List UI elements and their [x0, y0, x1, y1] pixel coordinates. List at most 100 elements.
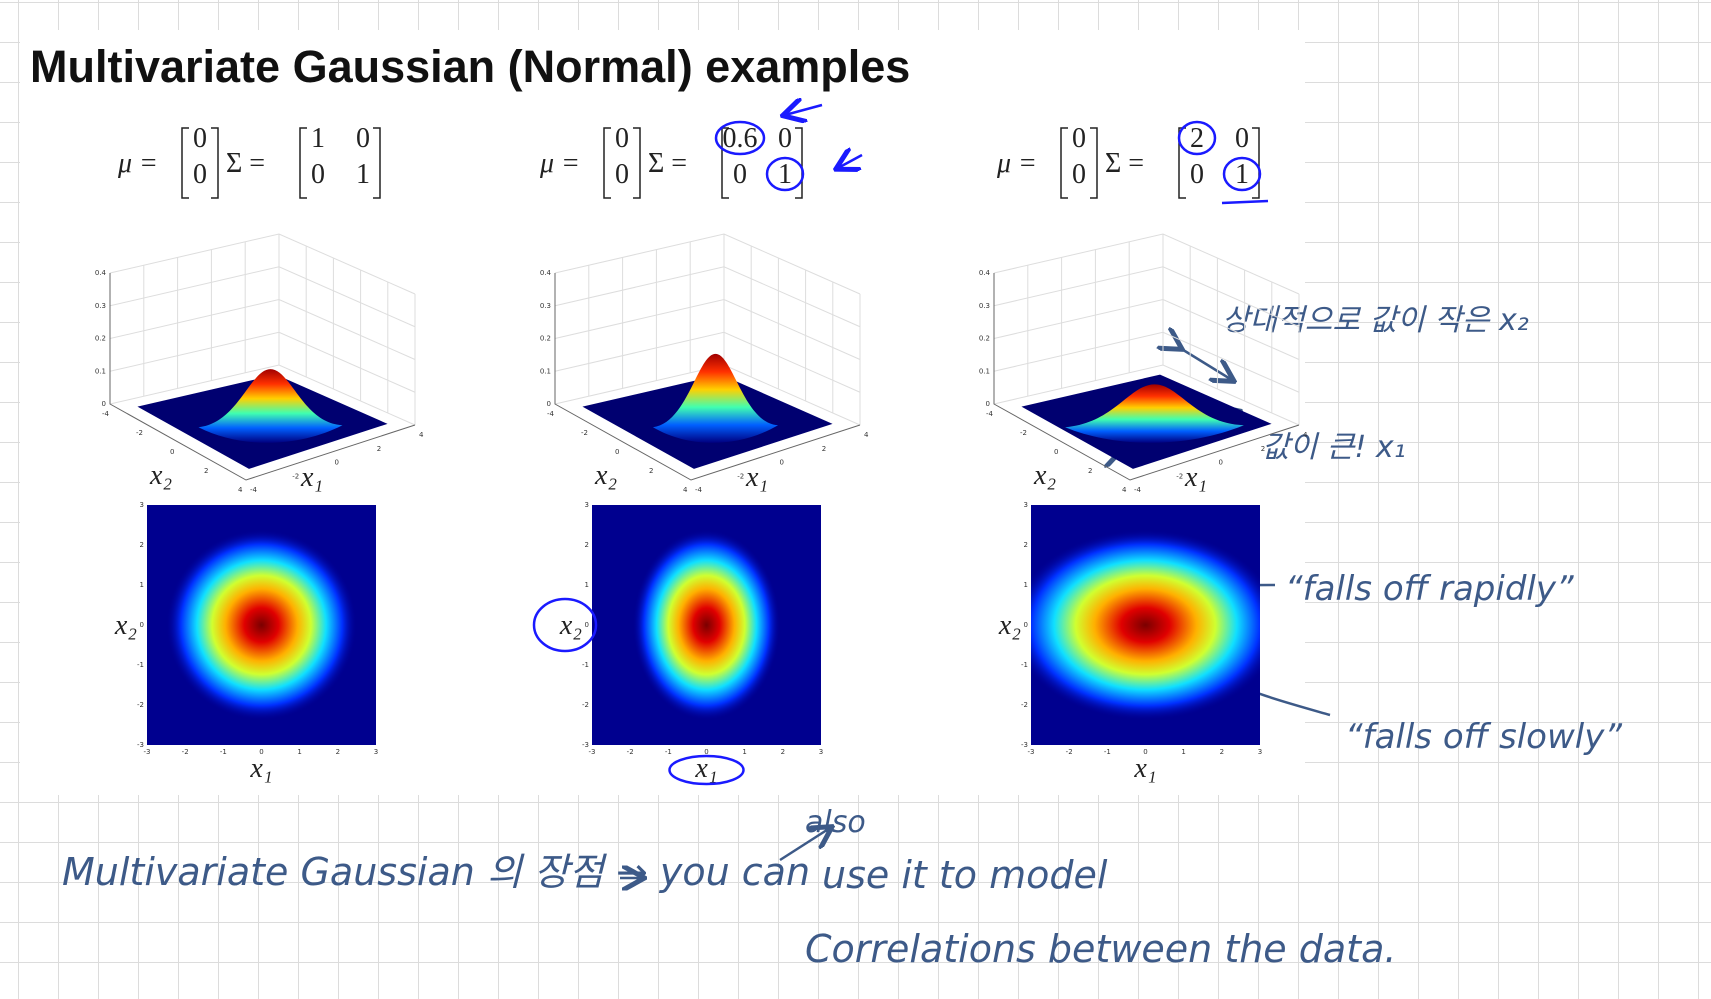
heatmap-y-tick: -2	[137, 701, 144, 709]
z-tick-label: 0.2	[95, 335, 106, 343]
heatmap-x-tick: 2	[781, 748, 785, 756]
x2-tick-label: -4	[986, 410, 994, 418]
x2-tick-label: -2	[1020, 429, 1027, 437]
surface-grid-line	[993, 331, 1300, 393]
z-tick-label: 0.1	[95, 367, 106, 375]
heatmap-x-tick: -1	[1104, 748, 1111, 756]
z-tick-label: 0.1	[540, 367, 551, 375]
x1-tick-label: -4	[695, 486, 703, 494]
heatmap-y-tick: -3	[1021, 741, 1028, 749]
heatmap-x1-label: x₁	[1133, 753, 1156, 784]
sigma-entry: 0	[311, 159, 325, 190]
x2-tick-label: 0	[615, 448, 619, 456]
heatmap-x-tick: 0	[259, 748, 263, 756]
z-tick-label: 0.2	[540, 335, 551, 343]
matrix-bracket	[1252, 127, 1260, 199]
heatmap-x-tick: 3	[819, 748, 823, 756]
surface-grid-line	[554, 266, 861, 328]
heatmap-y-tick: 0	[140, 621, 144, 629]
matrix-bracket	[299, 127, 307, 199]
x1-tick-label: 0	[1219, 459, 1223, 467]
heatmap-x-tick: 1	[297, 748, 301, 756]
heatmap-y-tick: -1	[137, 661, 144, 669]
mu-entry: 0	[615, 159, 629, 190]
heatmap-y-tick: 1	[140, 581, 144, 589]
sigma-entry: 0	[1235, 123, 1249, 154]
heatmap-y-tick: -1	[1021, 661, 1028, 669]
surface-mound	[1065, 384, 1244, 443]
sigma-entry: 0	[356, 123, 370, 154]
surface-grid-line	[993, 364, 1300, 426]
x1-tick-label: 2	[822, 445, 826, 453]
annotation: 값이 큰! x₁	[1262, 430, 1406, 465]
x2-tick-label: 2	[649, 467, 653, 475]
heatmap-y-tick: -1	[582, 661, 589, 669]
surface-x2-label: x₂	[594, 460, 617, 491]
matrix-bracket	[211, 127, 219, 199]
z-tick-label: 0.3	[540, 302, 551, 310]
sigma-entry: 1	[1235, 159, 1249, 190]
heatmap-x2-label: x₂	[114, 610, 137, 641]
mu-label: μ =	[996, 148, 1037, 179]
sigma-label: Σ =	[1105, 148, 1144, 179]
z-tick-label: 0.2	[979, 335, 990, 343]
heatmap-x2-label: x₂	[559, 610, 582, 641]
heatmap-density	[166, 530, 357, 720]
heatmap-x-tick: -3	[589, 748, 596, 756]
heatmap-y-tick: 3	[140, 501, 144, 509]
sigma-entry: 0.6	[723, 123, 758, 154]
annotation-circle	[765, 156, 805, 192]
heatmap-x-tick: 0	[704, 748, 708, 756]
heatmap-x-tick: -1	[220, 748, 227, 756]
x1-tick-label: 0	[335, 459, 339, 467]
surface-x2-label: x₂	[149, 460, 172, 491]
heatmap-y-tick: 0	[585, 621, 589, 629]
annotation-underline	[1221, 199, 1269, 205]
x2-tick-label: 4	[238, 486, 243, 494]
mu-label: μ =	[539, 148, 580, 179]
z-tick-label: 0.3	[979, 302, 990, 310]
annotation-circle	[714, 120, 766, 156]
sigma-entry: 0	[778, 123, 792, 154]
heatmap	[147, 505, 376, 745]
heatmap	[592, 505, 821, 745]
heatmap-y-tick: -2	[1021, 701, 1028, 709]
surface-grid-line	[554, 331, 861, 393]
heatmap-x2-label: x₂	[998, 610, 1021, 641]
x2-tick-label: -4	[547, 410, 555, 418]
surface-mound	[198, 369, 343, 443]
surface-grid-line	[993, 298, 1300, 360]
heatmap-y-tick: 2	[1024, 541, 1028, 549]
z-tick-label: 0.4	[979, 269, 991, 277]
annotation-arrow	[838, 155, 863, 168]
annotation: “falls off rapidly”	[1285, 569, 1574, 609]
surface-mound	[652, 353, 779, 443]
heatmap-x-tick: -1	[665, 748, 672, 756]
surface-grid-line	[993, 266, 1300, 328]
matrix-bracket	[181, 127, 189, 199]
z-tick-label: 0.3	[95, 302, 106, 310]
heatmap-y-tick: 1	[1024, 581, 1028, 589]
x2-tick-label: 0	[170, 448, 174, 456]
heatmap-x-tick: 0	[1143, 748, 1147, 756]
mu-entry: 0	[1072, 123, 1086, 154]
heatmap-y-tick: -3	[137, 741, 144, 749]
mu-entry: 0	[193, 123, 207, 154]
heatmap	[1031, 505, 1260, 745]
heatmap-x-tick: -2	[627, 748, 634, 756]
x1-tick-label: 0	[780, 459, 784, 467]
x2-tick-label: 2	[204, 467, 208, 475]
matrix-bracket	[1090, 127, 1098, 199]
matrix-bracket	[373, 127, 381, 199]
annotation-circle	[1222, 156, 1262, 192]
x2-tick-label: 4	[683, 486, 688, 494]
heatmap-x1-label: x₁	[249, 753, 272, 784]
z-tick-label: 0.1	[979, 367, 990, 375]
heatmap-y-tick: 2	[140, 541, 144, 549]
matrix-bracket	[1060, 127, 1068, 199]
mu-entry: 0	[1072, 159, 1086, 190]
mu-label: μ =	[117, 148, 158, 179]
heatmap-x1-label: x₁	[694, 753, 717, 784]
surface-axes	[554, 273, 861, 481]
